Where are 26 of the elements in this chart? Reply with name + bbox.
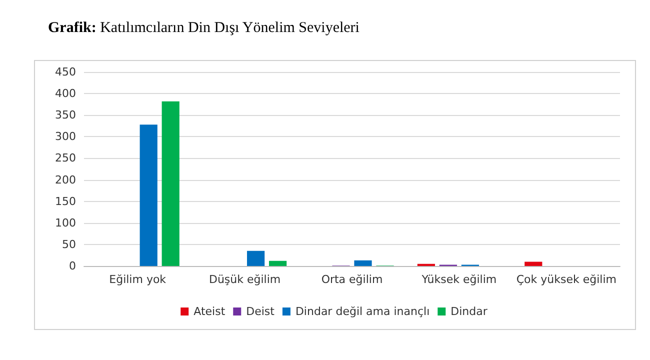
bar bbox=[140, 124, 158, 266]
y-tick-label: 0 bbox=[69, 260, 76, 272]
y-tick-label: 150 bbox=[55, 194, 76, 208]
legend-label: Ateist bbox=[194, 305, 226, 318]
y-tick-label: 100 bbox=[55, 216, 76, 230]
y-tick-label: 350 bbox=[55, 108, 76, 122]
y-tick-label: 400 bbox=[55, 87, 76, 100]
x-tick-label: Orta eğilim bbox=[321, 273, 383, 286]
y-tick-label: 250 bbox=[55, 152, 76, 165]
bar bbox=[247, 250, 265, 266]
y-tick-label: 50 bbox=[62, 238, 76, 251]
chart-title: Grafik: Katılımcıların Din Dışı Yönelim Seviyeleri bbox=[48, 20, 360, 37]
x-tick-label: Eğilim yok bbox=[109, 273, 167, 286]
bar bbox=[162, 101, 180, 266]
y-tick-label: 200 bbox=[55, 173, 76, 186]
x-tick-label: Düşük eğilim bbox=[208, 273, 281, 286]
y-tick-label: 300 bbox=[55, 130, 76, 144]
bar bbox=[269, 260, 287, 266]
legend-label: Dindar değil ama inançlı bbox=[295, 305, 430, 318]
x-tick-label: Çok yüksek eğilim bbox=[516, 273, 616, 286]
x-tick-label: Yüksek eğilim bbox=[420, 273, 497, 286]
y-tick-label: 450 bbox=[55, 66, 76, 78]
legend-label: Deist bbox=[246, 305, 276, 318]
legend-label: Dindar bbox=[450, 305, 488, 318]
bar bbox=[524, 262, 542, 266]
bar bbox=[354, 260, 372, 266]
